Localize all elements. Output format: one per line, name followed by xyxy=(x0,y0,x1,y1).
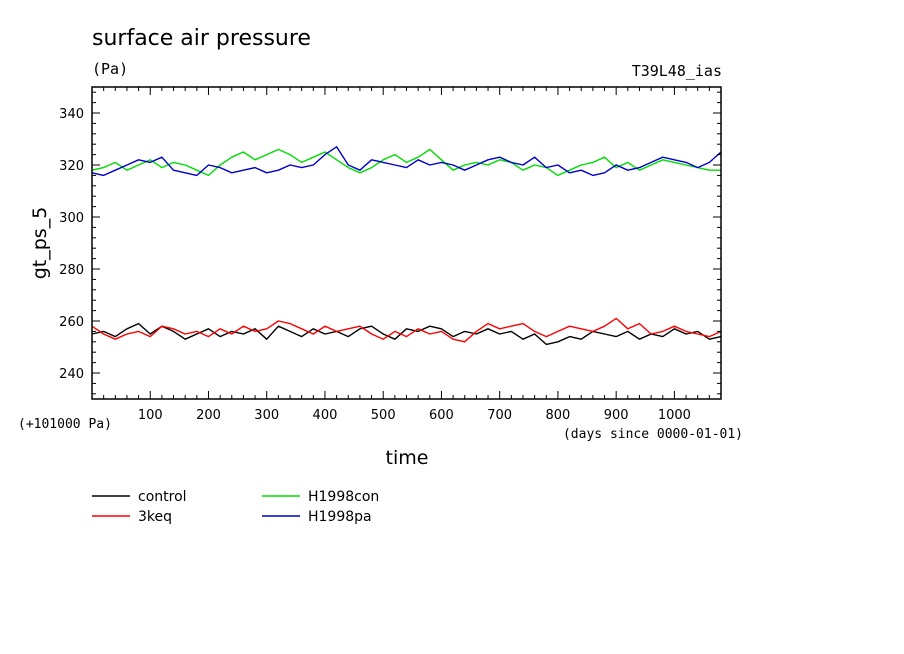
x-tick-label: 500 xyxy=(371,408,396,423)
x-tick-label: 600 xyxy=(429,408,454,423)
x-tick-label: 900 xyxy=(604,408,629,423)
series-line-control xyxy=(91,322,722,346)
x-tick-label: 700 xyxy=(487,408,512,423)
y-tick-label: 260 xyxy=(59,315,84,330)
y-tick-label: 280 xyxy=(59,263,84,278)
series-layer xyxy=(91,146,722,346)
model-label: T39L48_ias xyxy=(632,62,722,80)
x-axis-label: time xyxy=(386,447,429,469)
y-tick-label: 240 xyxy=(59,367,84,382)
chart-subtitle: (Pa) xyxy=(92,60,128,78)
legend-label-control: control xyxy=(138,489,187,505)
y-offset-note: (+101000 Pa) xyxy=(18,417,112,432)
y-tick-label: 320 xyxy=(59,159,84,174)
legend-label-3keq: 3keq xyxy=(138,509,172,525)
chart-title: surface air pressure xyxy=(92,26,311,51)
x-tick-label: 800 xyxy=(546,408,571,423)
x-tick-label: 100 xyxy=(138,408,163,423)
y-axis-label: gt_ps_5 xyxy=(29,207,51,280)
series-line-3keq xyxy=(91,317,722,343)
x-tick-label: 300 xyxy=(254,408,279,423)
x-unit-note: (days since 0000-01-01) xyxy=(563,427,743,442)
legend: control 3keq H1998con H1998pa xyxy=(92,489,379,525)
y-tick-label: 340 xyxy=(59,107,84,122)
series-line-H1998con xyxy=(91,148,721,177)
x-tick-label: 400 xyxy=(313,408,338,423)
y-tick-label: 300 xyxy=(59,211,84,226)
legend-label-H1998pa: H1998pa xyxy=(308,509,372,525)
x-tick-label: 200 xyxy=(196,408,221,423)
plot-frame xyxy=(91,86,722,400)
series-line-H1998pa xyxy=(91,146,722,177)
axis-ticks: 100 200 300 400 500 600 700 800 900 1000 240 260 280… xyxy=(59,87,721,423)
x-tick-label: 1000 xyxy=(658,408,691,423)
legend-label-H1998con: H1998con xyxy=(308,489,379,505)
